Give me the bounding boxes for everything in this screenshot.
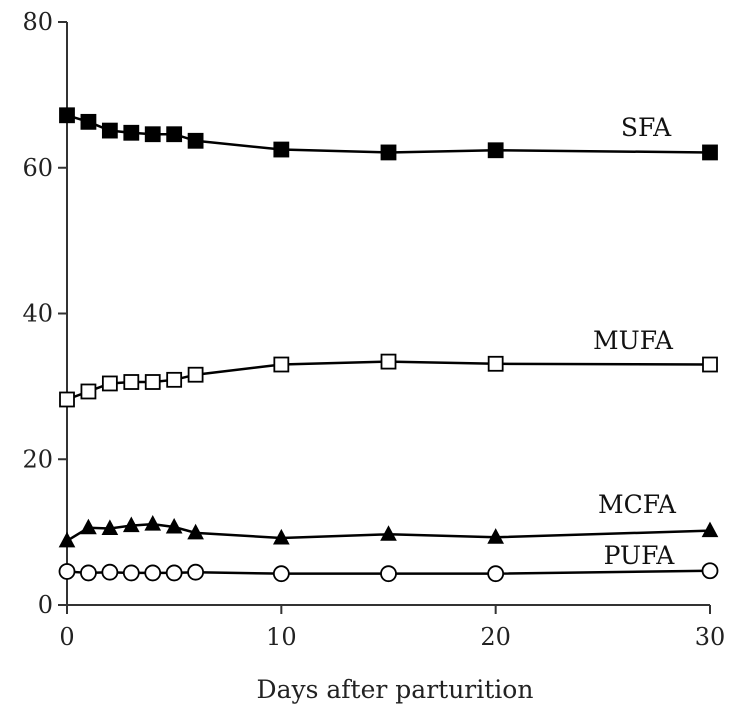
data-point-mufa bbox=[273, 356, 290, 373]
data-point-sfa bbox=[59, 107, 75, 124]
data-point-mufa bbox=[80, 383, 97, 400]
data-point-mcfa bbox=[101, 519, 119, 535]
series-mufa bbox=[59, 353, 718, 408]
y-tick-label: 40 bbox=[22, 300, 53, 328]
x-tick-label: 10 bbox=[266, 623, 297, 651]
data-point-mcfa bbox=[80, 518, 97, 535]
data-point-mcfa bbox=[187, 523, 204, 540]
data-point-pufa bbox=[80, 564, 97, 582]
series-label-mufa: MUFA bbox=[593, 326, 674, 355]
data-point-mcfa bbox=[165, 517, 183, 534]
data-point-pufa bbox=[165, 564, 183, 582]
data-point-pufa bbox=[487, 565, 505, 583]
data-point-mcfa bbox=[122, 516, 140, 533]
x-tick-label: 30 bbox=[695, 623, 726, 651]
data-point-pufa bbox=[144, 564, 162, 582]
y-tick-label: 60 bbox=[22, 154, 53, 182]
data-point-mufa bbox=[702, 356, 718, 373]
data-point-mufa bbox=[487, 355, 504, 372]
data-point-pufa bbox=[122, 564, 140, 582]
data-point-sfa bbox=[101, 122, 118, 139]
data-point-mufa bbox=[59, 391, 75, 408]
data-point-sfa bbox=[187, 132, 204, 149]
x-tick-label: 0 bbox=[59, 623, 74, 651]
data-point-pufa bbox=[58, 563, 76, 580]
series-pufa bbox=[58, 562, 719, 583]
y-tick-label: 80 bbox=[22, 8, 53, 36]
data-point-pufa bbox=[380, 565, 397, 583]
data-point-mcfa bbox=[380, 525, 397, 541]
series-labels: SFA MUFA MCFA PUFA bbox=[593, 113, 677, 570]
data-point-mufa bbox=[187, 366, 204, 383]
data-point-mcfa bbox=[58, 531, 76, 548]
data-point-mcfa bbox=[272, 528, 290, 545]
data-point-pufa bbox=[701, 562, 719, 580]
data-point-mcfa bbox=[701, 521, 719, 538]
series-label-mcfa: MCFA bbox=[598, 490, 677, 519]
data-point-sfa bbox=[144, 126, 161, 143]
series-label-sfa: SFA bbox=[621, 113, 672, 142]
data-point-sfa bbox=[166, 126, 183, 143]
x-tick-label: 20 bbox=[480, 623, 511, 651]
series-layer bbox=[58, 107, 719, 583]
x-axis-title: Days after parturition bbox=[257, 675, 534, 704]
y-tick-label: 20 bbox=[22, 445, 53, 473]
data-point-pufa bbox=[101, 563, 119, 581]
data-point-mufa bbox=[123, 374, 140, 390]
data-point-sfa bbox=[487, 142, 504, 159]
data-point-sfa bbox=[123, 124, 140, 141]
data-point-sfa bbox=[702, 144, 718, 161]
data-point-sfa bbox=[80, 113, 97, 130]
series-label-pufa: PUFA bbox=[604, 541, 676, 570]
series-mcfa bbox=[58, 515, 719, 548]
data-point-sfa bbox=[380, 144, 397, 161]
y-tick-label: 0 bbox=[38, 591, 53, 619]
data-point-pufa bbox=[187, 563, 205, 581]
axes: 0 20 40 60 80 0 10 20 30 bbox=[22, 8, 725, 651]
series-sfa bbox=[59, 107, 718, 161]
data-point-mufa bbox=[101, 375, 118, 392]
data-point-mufa bbox=[144, 374, 161, 390]
data-point-mufa bbox=[380, 353, 397, 370]
data-point-mufa bbox=[166, 371, 183, 388]
data-point-mcfa bbox=[487, 528, 505, 544]
data-point-mcfa bbox=[144, 515, 162, 531]
data-point-sfa bbox=[273, 141, 290, 158]
data-point-pufa bbox=[272, 565, 290, 583]
